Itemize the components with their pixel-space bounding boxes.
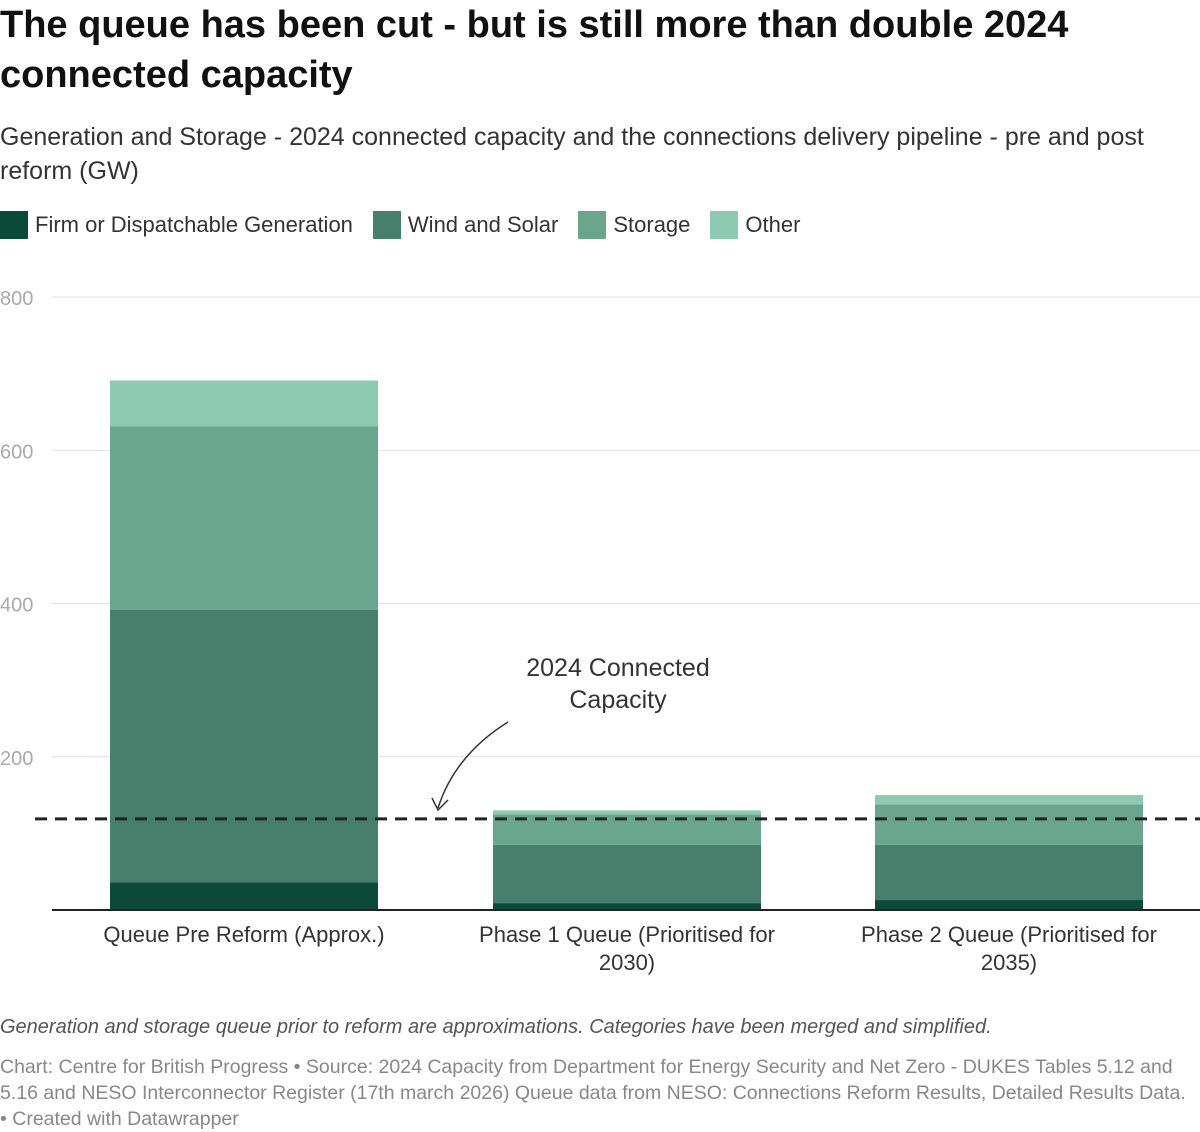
legend-swatch [372,211,401,239]
bar-segment [110,380,378,427]
x-tick-label: 2030) [599,950,655,975]
y-tick-label: 200 [0,748,33,770]
legend-item: Wind and Solar [372,211,559,239]
legend-item: Other [710,211,800,239]
y-tick-label: 400 [0,595,33,617]
x-tick-label: 2035) [981,950,1037,975]
legend-item: Storage [578,211,690,239]
legend-swatch [0,211,28,239]
chart-notes: Generation and storage queue prior to re… [0,1016,992,1038]
chart-area: 200 400 600 800 Queue Pre Reform (Approx.) Ph… [0,288,1200,975]
chart-subtitle: Generation and Storage - 2024 connected … [0,123,1144,185]
bar-segment [493,903,761,910]
bar-segment [875,844,1143,901]
legend-swatch [710,211,739,239]
chart-credit: Chart: Centre for British Progress • Sou… [0,1056,1186,1130]
legend: Firm or Dispatchable Generation Wind and … [0,211,820,239]
legend-label: Other [745,212,801,237]
annotation-label: 2024 Connected Capacity [526,654,709,714]
arrow-head-icon [431,797,449,812]
y-tick-label: 800 [0,288,33,310]
y-tick-label: 600 [0,441,33,463]
x-tick-label: Queue Pre Reform (Approx.) [103,922,384,947]
legend-label: Wind and Solar [407,212,559,237]
bar-segment [493,844,761,904]
legend-item: Firm or Dispatchable Generation [0,211,353,239]
bar-segment [110,426,378,610]
legend-swatch [578,211,607,239]
bar-segment [110,609,378,883]
legend-label: Storage [613,212,691,237]
bar-segment [875,804,1143,845]
bar-segment [875,795,1143,805]
bar-segment [110,882,378,910]
x-tick-label: Phase 1 Queue (Prioritised for [479,922,775,947]
legend-label: Firm or Dispatchable Generation [35,212,353,237]
bar-segment [875,900,1143,910]
chart-title: The queue has been cut - but is still mo… [0,4,1069,96]
x-tick-label: Phase 2 Queue (Prioritised for [861,922,1157,947]
bar-segment [493,810,761,815]
annotation-arrow [437,721,509,809]
